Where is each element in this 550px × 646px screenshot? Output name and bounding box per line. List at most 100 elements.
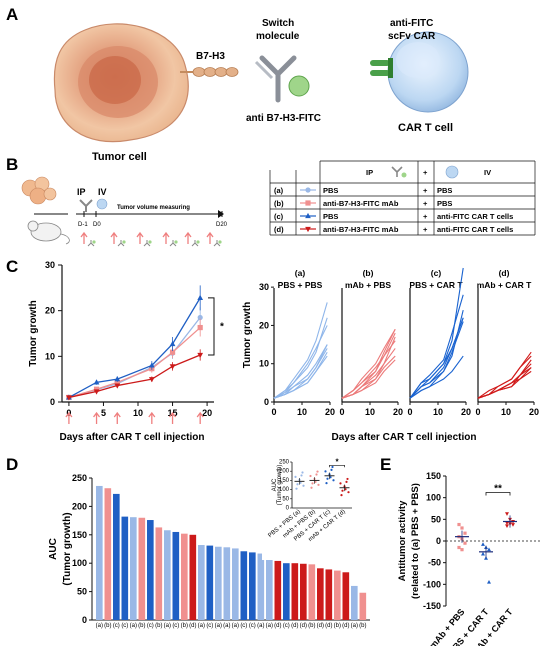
- inset-point: [295, 487, 298, 490]
- x-tick-label: 10: [365, 407, 375, 417]
- bar-category-label: (b): [334, 623, 341, 629]
- y-axis-title: Tumor growth: [28, 300, 39, 366]
- bar-category-label: (b): [155, 623, 162, 629]
- fitc-dot: [196, 240, 200, 244]
- bar-category-label: (c): [249, 623, 256, 629]
- injection-arrow: [162, 231, 170, 244]
- auc-bar: [223, 547, 231, 620]
- inset-point: [344, 488, 347, 491]
- individual-curve: [409, 317, 464, 399]
- car-t-cell-illustration: [370, 31, 469, 113]
- inset-point: [324, 470, 327, 473]
- individual-curve: [477, 355, 532, 399]
- auc-bar: [130, 517, 137, 620]
- table-header-ip: IP: [366, 168, 373, 177]
- injection-arrow: [136, 231, 144, 244]
- inset-y-tick-label: 0: [286, 506, 290, 512]
- y-tick-label: 200: [72, 501, 87, 511]
- marker-triangle-up: [481, 551, 485, 556]
- injection-arrow: [148, 411, 156, 424]
- table-header-plus: +: [423, 168, 428, 177]
- marker-triangle-down: [114, 383, 121, 389]
- treatment-table: IP + IV (a) PBS + PBS (b) anti-B7-H3-FITC mAb…: [269, 160, 536, 236]
- y-tick-label: 30: [259, 282, 269, 292]
- bar-category-label: (d): [325, 623, 332, 629]
- inset-y-axis-title-2: (Tumor growth): [277, 465, 283, 506]
- bar-category-label: (c): [206, 623, 213, 629]
- auc-bar: [138, 517, 146, 620]
- tumor-cluster-icon: [21, 176, 57, 205]
- antitumor-activity-chart: -150 -100 -50 0 50 100 150 Antitumor activity (r…: [397, 471, 540, 646]
- bar-category-label: (a): [130, 623, 137, 629]
- bar-category-label: (b): [138, 623, 145, 629]
- auc-bar: [291, 563, 299, 620]
- inset-y-tick-label: 250: [279, 460, 290, 466]
- timeline-arrowhead: [218, 210, 224, 218]
- car-label-line1: anti-FITC: [390, 18, 433, 29]
- bar-category-label: (b): [104, 623, 111, 629]
- y-tick-label: 150: [426, 471, 441, 481]
- day0-label: D0: [93, 222, 101, 228]
- marker-triangle-up: [114, 376, 121, 382]
- table-row-iv: PBS: [437, 186, 452, 195]
- bar-category-label: (c): [147, 623, 154, 629]
- panel-label-d: D: [6, 455, 18, 474]
- marker-triangle-up: [487, 580, 491, 584]
- marker-triangle-up: [197, 294, 204, 300]
- panel-label-c: C: [6, 257, 18, 276]
- inset-point: [330, 468, 333, 472]
- table-row-ip: anti-B7-H3-FITC mAb: [323, 199, 399, 208]
- x-tick-label: 10: [133, 408, 143, 418]
- auc-bar: [317, 568, 324, 620]
- y-tick-label: 150: [72, 530, 87, 540]
- auc-bar: [172, 531, 180, 620]
- injection-arrow: [113, 411, 121, 424]
- y-tick-label: -50: [428, 558, 441, 568]
- measuring-label: Tumor volume measuring: [117, 205, 190, 211]
- table-row-iv: PBS: [437, 199, 452, 208]
- x-tick-label: 20: [202, 408, 212, 418]
- marker-triangle-up: [481, 542, 485, 546]
- bar-category-label: (a): [223, 623, 230, 629]
- switch-label-line1: Switch: [262, 18, 294, 29]
- auc-bar: [147, 520, 154, 620]
- table-row-id: (c): [274, 212, 284, 221]
- fitc-dot: [148, 240, 152, 244]
- bar-category-label: (d): [189, 623, 196, 629]
- auc-bar: [121, 516, 129, 620]
- bar-category-label: (d): [291, 623, 298, 629]
- auc-bar: [300, 563, 307, 620]
- subpanel-title: PBS + PBS: [278, 280, 323, 290]
- inset-point: [302, 484, 305, 487]
- table-row-plus: +: [423, 225, 428, 234]
- auc-bar: [181, 533, 188, 620]
- bar-category-label: (c): [113, 623, 120, 629]
- inset-point: [300, 474, 303, 477]
- mouse-icon: [27, 220, 70, 245]
- x-tick-label: 10: [297, 407, 307, 417]
- table-row-id: (d): [274, 225, 284, 234]
- b7h3-antigen: [180, 67, 239, 77]
- individual-curve: [273, 344, 328, 399]
- b7h3-label: B7-H3: [196, 51, 225, 62]
- x-tick-label: 0: [407, 407, 412, 417]
- auc-bar: [334, 570, 341, 620]
- auc-bar: [325, 569, 333, 620]
- individual-curve: [273, 344, 328, 399]
- auc-bar: [206, 545, 214, 620]
- x-tick-label: 20: [461, 407, 471, 417]
- table-cart-icon: [445, 165, 459, 179]
- y-tick-label: 100: [426, 493, 441, 503]
- y-tick-label: 10: [259, 359, 269, 369]
- inset-point: [309, 474, 312, 478]
- subpanel-id: (c): [431, 268, 442, 278]
- inset-point: [346, 477, 349, 481]
- activity-point: [457, 545, 461, 550]
- auc-bar: [359, 592, 367, 620]
- x-axis-title: Days after CAR T cell injection: [59, 432, 204, 443]
- activity-point: [463, 541, 467, 545]
- x-tick-label: 20: [393, 407, 403, 417]
- bar-category-label: (b): [359, 623, 366, 629]
- y-tick-label: 0: [50, 397, 55, 407]
- activity-point: [460, 526, 464, 530]
